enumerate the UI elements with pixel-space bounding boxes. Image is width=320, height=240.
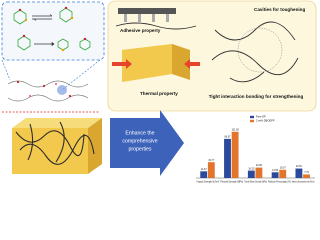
value-label: 86.07 <box>225 136 232 139</box>
property-panel: Adhesive property Thermal property Cavit… <box>107 0 317 112</box>
x-tick-label: Residue Percentage (%) <box>268 181 291 184</box>
arrow-text: properties <box>128 146 151 152</box>
bar <box>279 169 287 178</box>
bar <box>295 168 303 178</box>
value-label: 22.86 <box>256 164 263 167</box>
value-label: 34.77 <box>208 159 215 162</box>
value-label: 20.81 <box>296 165 303 168</box>
value-label: 12.56 <box>272 169 279 172</box>
legend-swatch <box>250 115 254 119</box>
value-label: 16.25 <box>248 167 255 170</box>
x-tick-label: Impact Strength (kJ/m²) <box>197 181 220 184</box>
x-tick-label: Tensile Shear Strength (MPa) <box>244 181 267 184</box>
arrow-text: Enhance the <box>125 130 154 136</box>
legend-label: Pure EP <box>256 115 266 119</box>
bar <box>247 170 255 178</box>
value-label: 101.69 <box>231 128 239 131</box>
value-label: 14.67 <box>201 168 208 171</box>
adhesive-label: Adhesive property <box>120 28 161 33</box>
bar <box>200 171 208 178</box>
x-tick-label: Flexural Strength (MPa) <box>220 181 243 184</box>
bar <box>255 167 263 178</box>
reaction-scheme <box>1 1 105 61</box>
value-label: 7.79 <box>304 171 309 174</box>
enhance-arrow: Enhance the comprehensive properties <box>110 110 184 176</box>
legend-label: 2 wt% DBOEPP <box>256 119 275 123</box>
resin-cube <box>12 118 102 174</box>
bar <box>224 138 231 178</box>
bar <box>231 131 239 178</box>
graphical-abstract: Adhesive property Thermal property Cavit… <box>1 0 317 184</box>
thermal-label: Thermal property <box>140 91 178 96</box>
x-tick-label: Maximum Decomposition rate (%/min) <box>292 181 315 184</box>
bar <box>271 172 279 178</box>
value-label: 18.07 <box>280 166 287 169</box>
molecule-chain <box>1 59 101 113</box>
bonding-label: Tight interaction bonding for strengthen… <box>209 94 304 99</box>
cavities-label: Cavities for toughening <box>254 7 305 12</box>
bar-chart: Pure EP2 wt% DBOEPP 14.67 34.77 Impact Stre… <box>196 115 315 184</box>
arrow-text: comprehensive <box>122 138 157 144</box>
legend-swatch <box>250 119 254 123</box>
bar <box>207 162 215 178</box>
bar <box>303 174 310 178</box>
